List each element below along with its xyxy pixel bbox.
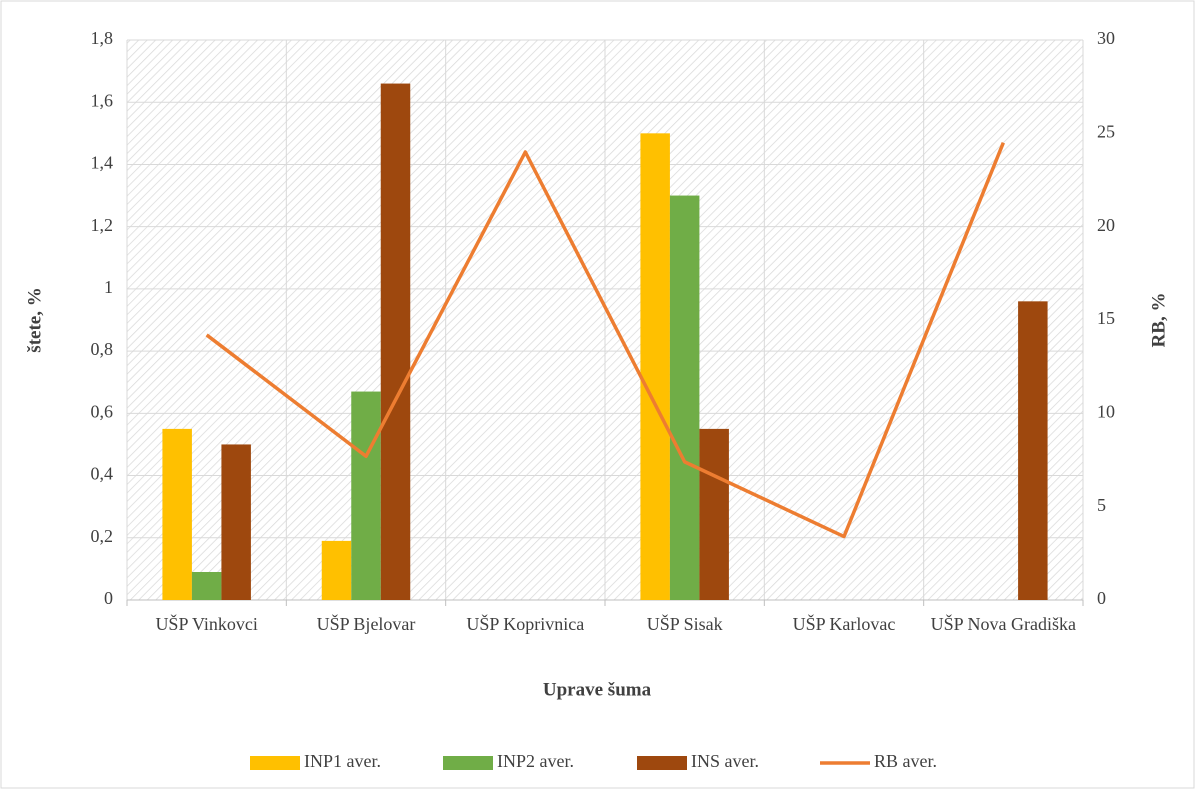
y-tick-label: 1,2 <box>91 215 114 235</box>
y2-tick-label: 15 <box>1097 308 1115 328</box>
x-tick-label: UŠP Nova Gradiška <box>931 613 1076 634</box>
legend-label: RB aver. <box>874 751 937 771</box>
x-tick-label: UŠP Bjelovar <box>317 613 416 634</box>
line <box>205 142 1005 539</box>
y-tick-label: 0 <box>104 588 113 608</box>
y-tick-label: 0,8 <box>91 339 114 359</box>
y-tick-label: 1,6 <box>91 90 114 110</box>
bar <box>1018 301 1048 600</box>
bar <box>321 540 352 600</box>
y2-tick-label: 20 <box>1097 215 1115 235</box>
x-tick-label: UŠP Sisak <box>647 613 723 634</box>
y2-tick-label: 30 <box>1097 28 1115 48</box>
legend-swatch <box>637 756 687 770</box>
legend-label: INS aver. <box>691 751 759 771</box>
y-axis-title: štete, % <box>24 287 45 352</box>
y-tick-label: 1,8 <box>91 28 114 48</box>
bar <box>699 428 729 600</box>
bar <box>351 391 381 600</box>
legend-swatch <box>443 756 493 770</box>
bar <box>640 133 670 601</box>
y2-axis-title: RB, % <box>1148 293 1169 348</box>
y-tick-label: 1,4 <box>91 153 114 173</box>
legend-swatch <box>250 756 300 770</box>
y-tick-label: 0,6 <box>91 401 114 421</box>
x-tick-label: UŠP Koprivnica <box>466 613 584 634</box>
bar <box>162 428 192 600</box>
y2-tick-label: 5 <box>1097 495 1106 515</box>
legend-label: INP1 aver. <box>304 751 381 771</box>
x-axis-title: Uprave šuma <box>543 679 652 700</box>
x-tick-label: UŠP Vinkovci <box>155 613 257 634</box>
legend-label: INP2 aver. <box>497 751 574 771</box>
bar <box>191 572 222 600</box>
bar <box>669 195 700 601</box>
y2-tick-label: 0 <box>1097 588 1106 608</box>
y2-tick-label: 10 <box>1097 401 1115 421</box>
y-tick-label: 1 <box>104 277 113 297</box>
y-tick-label: 0,2 <box>91 526 114 546</box>
y2-tick-label: 25 <box>1097 121 1115 141</box>
x-tick-label: UŠP Karlovac <box>793 613 896 634</box>
y-tick-label: 0,4 <box>91 464 114 484</box>
bar <box>221 444 251 600</box>
bar <box>380 83 411 601</box>
